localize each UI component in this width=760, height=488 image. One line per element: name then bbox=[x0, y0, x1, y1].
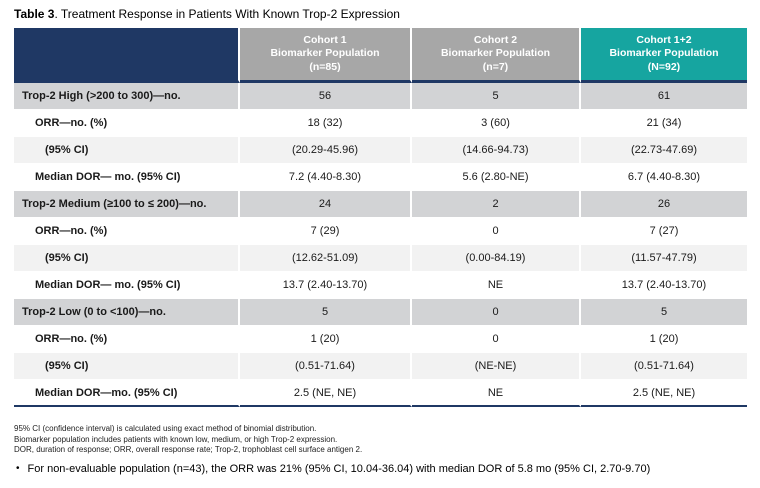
table-cell: 7 (27) bbox=[581, 218, 747, 245]
table-row: Trop-2 Low (0 to <100)—no. 5 0 5 bbox=[14, 299, 747, 326]
header-line: Biomarker Population bbox=[440, 47, 551, 60]
summary-bullet: • For non-evaluable population (n=43), t… bbox=[16, 462, 650, 476]
header-cohort-2: Cohort 2 Biomarker Population (n=7) bbox=[412, 28, 581, 83]
table-cell: 5 bbox=[412, 83, 581, 110]
footnote-line: 95% CI (confidence interval) is calculat… bbox=[14, 424, 317, 433]
table-cell: (NE-NE) bbox=[412, 353, 581, 380]
table-cell: 2 bbox=[412, 191, 581, 218]
table-cell: NE bbox=[412, 272, 581, 299]
table-row: (95% CI) (20.29-45.96) (14.66-94.73) (22.73… bbox=[14, 137, 747, 164]
table-cell: 1 (20) bbox=[240, 326, 412, 353]
table-cell: 56 bbox=[240, 83, 412, 110]
table-cell: (14.66-94.73) bbox=[412, 137, 581, 164]
table-body: Trop-2 High (>200 to 300)—no. 56 5 61 ORR—no… bbox=[14, 83, 747, 407]
table-row: (95% CI) (0.51-71.64) (NE-NE) (0.51-71.64) bbox=[14, 353, 747, 380]
header-corner-cell bbox=[14, 28, 240, 83]
table-cell: 26 bbox=[581, 191, 747, 218]
table-cell: (22.73-47.69) bbox=[581, 137, 747, 164]
footnote-line: Biomarker population includes patients w… bbox=[14, 434, 338, 444]
table-cell: (0.00-84.19) bbox=[412, 245, 581, 272]
header-line: (n=85) bbox=[309, 60, 341, 73]
header-line: Cohort 2 bbox=[473, 33, 518, 46]
row-label: (95% CI) bbox=[14, 137, 240, 164]
table-cell: 13.7 (2.40-13.70) bbox=[581, 272, 747, 299]
table-row: Median DOR—mo. (95% CI) 2.5 (NE, NE) NE 2.5… bbox=[14, 380, 747, 407]
header-cohort-1: Cohort 1 Biomarker Population (n=85) bbox=[240, 28, 412, 83]
table-cell: NE bbox=[412, 380, 581, 407]
table-cell: 21 (34) bbox=[581, 110, 747, 137]
header-line: (n=7) bbox=[482, 60, 509, 73]
table-header: Cohort 1 Biomarker Population (n=85) Coh… bbox=[14, 28, 747, 83]
table-cell: (11.57-47.79) bbox=[581, 245, 747, 272]
table-row: ORR—no. (%) 1 (20) 0 1 (20) bbox=[14, 326, 747, 353]
table-cell: 2.5 (NE, NE) bbox=[240, 380, 412, 407]
header-line: Cohort 1+2 bbox=[636, 33, 692, 46]
row-label: Trop-2 Low (0 to <100)—no. bbox=[14, 299, 240, 326]
bullet-icon: • bbox=[16, 463, 20, 474]
table-cell: 7 (29) bbox=[240, 218, 412, 245]
table-row: Median DOR— mo. (95% CI) 7.2 (4.40-8.30) 5… bbox=[14, 164, 747, 191]
row-label: Trop-2 Medium (≥100 to ≤ 200)—no. bbox=[14, 191, 240, 218]
table-row: ORR—no. (%) 7 (29) 0 7 (27) bbox=[14, 218, 747, 245]
table-cell: 3 (60) bbox=[412, 110, 581, 137]
table-cell: (0.51-71.64) bbox=[240, 353, 412, 380]
row-label: Median DOR— mo. (95% CI) bbox=[14, 164, 240, 191]
row-label: Trop-2 High (>200 to 300)—no. bbox=[14, 83, 240, 110]
row-label: Median DOR— mo. (95% CI) bbox=[14, 272, 240, 299]
header-line: Biomarker Population bbox=[270, 47, 380, 60]
table-cell: (0.51-71.64) bbox=[581, 353, 747, 380]
table-row: ORR—no. (%) 18 (32) 3 (60) 21 (34) bbox=[14, 110, 747, 137]
treatment-response-table: Cohort 1 Biomarker Population (n=85) Coh… bbox=[14, 28, 747, 407]
table-cell: 5 bbox=[581, 299, 747, 326]
table-cell: 2.5 (NE, NE) bbox=[581, 380, 747, 407]
table-cell: 24 bbox=[240, 191, 412, 218]
table-cell: 61 bbox=[581, 83, 747, 110]
row-label: ORR—no. (%) bbox=[14, 110, 240, 137]
row-label: Median DOR—mo. (95% CI) bbox=[14, 380, 240, 407]
header-line: Cohort 1 bbox=[303, 33, 347, 46]
row-label: ORR—no. (%) bbox=[14, 218, 240, 245]
table-cell: 6.7 (4.40-8.30) bbox=[581, 164, 747, 191]
header-row: Cohort 1 Biomarker Population (n=85) Coh… bbox=[14, 28, 747, 83]
row-label: ORR—no. (%) bbox=[14, 326, 240, 353]
table-cell: 0 bbox=[412, 218, 581, 245]
row-label: (95% CI) bbox=[14, 353, 240, 380]
header-cohort-1-2: Cohort 1+2 Biomarker Population (N=92) bbox=[581, 28, 747, 83]
header-line: Biomarker Population bbox=[609, 47, 719, 60]
table-row: Median DOR— mo. (95% CI) 13.7 (2.40-13.70… bbox=[14, 272, 747, 299]
table-row: Trop-2 High (>200 to 300)—no. 56 5 61 bbox=[14, 83, 747, 110]
table-cell: 0 bbox=[412, 299, 581, 326]
table-row: Trop-2 Medium (≥100 to ≤ 200)—no. 24 2 26 bbox=[14, 191, 747, 218]
table-cell: 18 (32) bbox=[240, 110, 412, 137]
footnotes: 95% CI (confidence interval) is calculat… bbox=[14, 424, 362, 456]
table-cell: 0 bbox=[412, 326, 581, 353]
table-number: Table 3 bbox=[14, 7, 55, 21]
table-cell: 13.7 (2.40-13.70) bbox=[240, 272, 412, 299]
table-cell: 5.6 (2.80-NE) bbox=[412, 164, 581, 191]
table-cell: 1 (20) bbox=[581, 326, 747, 353]
page-title: Table 3. Treatment Response in Patients … bbox=[14, 7, 400, 22]
table-cell: (12.62-51.09) bbox=[240, 245, 412, 272]
table-row: (95% CI) (12.62-51.09) (0.00-84.19) (11.57-… bbox=[14, 245, 747, 272]
table-cell: 5 bbox=[240, 299, 412, 326]
table-title-text: . Treatment Response in Patients With Kn… bbox=[54, 7, 400, 21]
table-cell: (20.29-45.96) bbox=[240, 137, 412, 164]
header-line: (N=92) bbox=[647, 60, 681, 73]
footnote-line: DOR, duration of response; ORR, overall … bbox=[14, 445, 363, 454]
row-label: (95% CI) bbox=[14, 245, 240, 272]
summary-bullet-text: For non-evaluable population (n=43), the… bbox=[27, 463, 651, 475]
table-cell: 7.2 (4.40-8.30) bbox=[240, 164, 412, 191]
